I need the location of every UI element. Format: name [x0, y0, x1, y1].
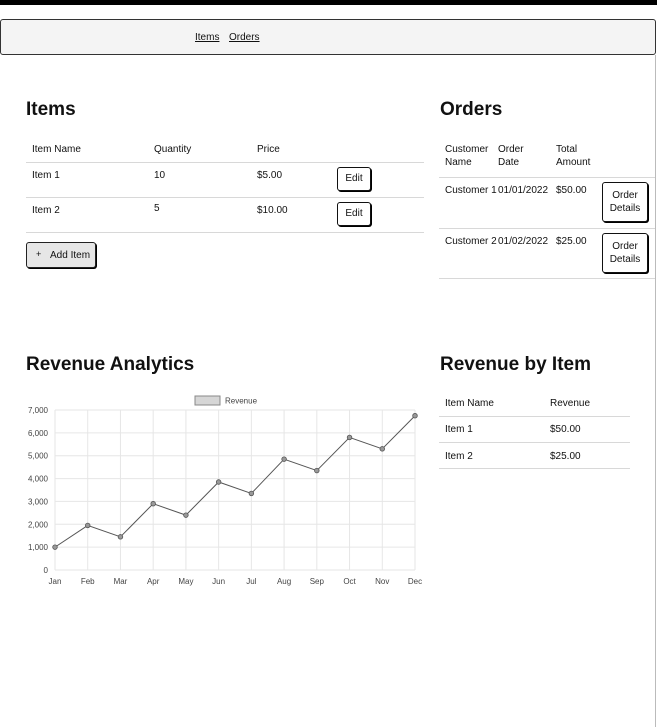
y-tick-label: 4,000 — [28, 475, 49, 484]
table-row: Customer 2 01/02/2022 $25.00 Order Detai… — [439, 228, 655, 279]
items-col-quantity: Quantity — [154, 144, 192, 155]
y-tick-label: 0 — [44, 566, 49, 575]
data-point — [215, 479, 222, 485]
revenue-by-item-title: Revenue by Item — [440, 354, 591, 375]
orders-col-date: Order Date — [498, 144, 524, 168]
orders-col-amount: Total Amount — [556, 144, 591, 168]
order-details-button[interactable]: Order Details — [602, 182, 648, 222]
order-amount: $50.00 — [556, 185, 587, 196]
add-item-label: Add Item — [50, 250, 91, 261]
revenue-item-name: Item 2 — [445, 451, 473, 462]
revenue-item-value: $25.00 — [550, 451, 581, 462]
x-tick-label: Jun — [212, 577, 225, 586]
order-amount: $25.00 — [556, 236, 587, 247]
plus-icon: + — [36, 249, 42, 259]
y-tick-label: 3,000 — [28, 497, 49, 506]
x-tick-label: May — [178, 577, 193, 586]
order-customer: Customer 2 — [445, 236, 497, 247]
series-line-revenue — [54, 415, 416, 548]
item-quantity: 10 — [154, 170, 166, 181]
analytics-title: Revenue Analytics — [26, 354, 195, 375]
x-tick-label: Nov — [375, 577, 389, 586]
orders-title: Orders — [440, 99, 503, 120]
x-tick-label: Mar — [114, 577, 128, 586]
x-tick-label: Apr — [147, 577, 160, 586]
data-point — [117, 534, 124, 540]
navbar: Items Orders — [0, 19, 656, 55]
data-point — [379, 446, 385, 452]
x-tick-label: Jul — [246, 577, 256, 586]
data-point — [412, 413, 418, 419]
items-col-name: Item Name — [32, 144, 81, 155]
data-point — [52, 544, 58, 550]
items-header-row: Item Name Quantity Price — [26, 140, 424, 163]
order-details-button[interactable]: Order Details — [602, 233, 648, 273]
x-tick-label: Oct — [343, 577, 356, 586]
orders-header-row: Customer Name Order Date Total Amount — [439, 140, 655, 178]
item-name: Item 2 — [32, 205, 60, 216]
legend-label: Revenue — [225, 397, 258, 406]
table-row: Item 2 $25.00 — [439, 442, 630, 469]
edit-button[interactable]: Edit — [337, 167, 371, 191]
page-right-border — [655, 55, 656, 727]
item-price: $5.00 — [257, 170, 283, 181]
x-tick-label: Feb — [81, 577, 95, 586]
order-customer: Customer 1 — [445, 185, 497, 196]
add-item-button[interactable]: + Add Item — [26, 242, 96, 268]
order-date: 01/02/2022 — [498, 236, 549, 247]
order-date: 01/01/2022 — [498, 185, 549, 196]
item-quantity: 5 — [154, 203, 160, 214]
items-col-price: Price — [257, 144, 280, 155]
nav-link-items[interactable]: Items — [195, 32, 220, 43]
top-bar — [0, 0, 657, 5]
data-point — [150, 501, 156, 507]
x-tick-label: Aug — [277, 577, 291, 586]
revenue-header-row: Item Name Revenue — [439, 391, 630, 417]
item-name: Item 1 — [32, 170, 60, 181]
revenue-col-name: Item Name — [445, 398, 494, 409]
orders-col-customer: Customer Name — [445, 144, 489, 168]
y-tick-label: 1,000 — [28, 543, 49, 552]
data-point — [281, 456, 287, 462]
y-tick-label: 6,000 — [28, 429, 49, 438]
table-row: Item 2 5 $10.00 Edit — [26, 197, 424, 233]
table-row: Item 1 10 $5.00 Edit — [26, 162, 424, 198]
revenue-col-revenue: Revenue — [550, 398, 591, 409]
y-tick-label: 7,000 — [28, 406, 49, 415]
revenue-item-name: Item 1 — [445, 424, 473, 435]
revenue-line-chart: 0 1,000 2,000 3,000 4,000 5,000 6,000 7,000 Jan F… — [28, 395, 422, 586]
y-tick-label: 2,000 — [28, 520, 49, 529]
edit-button[interactable]: Edit — [337, 202, 371, 226]
data-point — [346, 434, 353, 441]
data-point — [314, 467, 320, 474]
legend-swatch — [194, 395, 221, 406]
nav-link-orders[interactable]: Orders — [229, 32, 260, 43]
x-tick-label: Jan — [49, 577, 62, 586]
item-price: $10.00 — [257, 205, 288, 216]
x-tick-label: Sep — [310, 577, 325, 586]
revenue-item-value: $50.00 — [550, 424, 581, 435]
data-point — [183, 512, 189, 518]
table-row: Customer 1 01/01/2022 $50.00 Order Detai… — [439, 177, 655, 229]
table-row: Item 1 $50.00 — [439, 416, 630, 443]
data-point — [85, 522, 91, 529]
data-point — [248, 490, 255, 497]
items-title: Items — [26, 99, 76, 120]
x-tick-label: Dec — [408, 577, 422, 586]
y-tick-label: 5,000 — [28, 452, 49, 461]
